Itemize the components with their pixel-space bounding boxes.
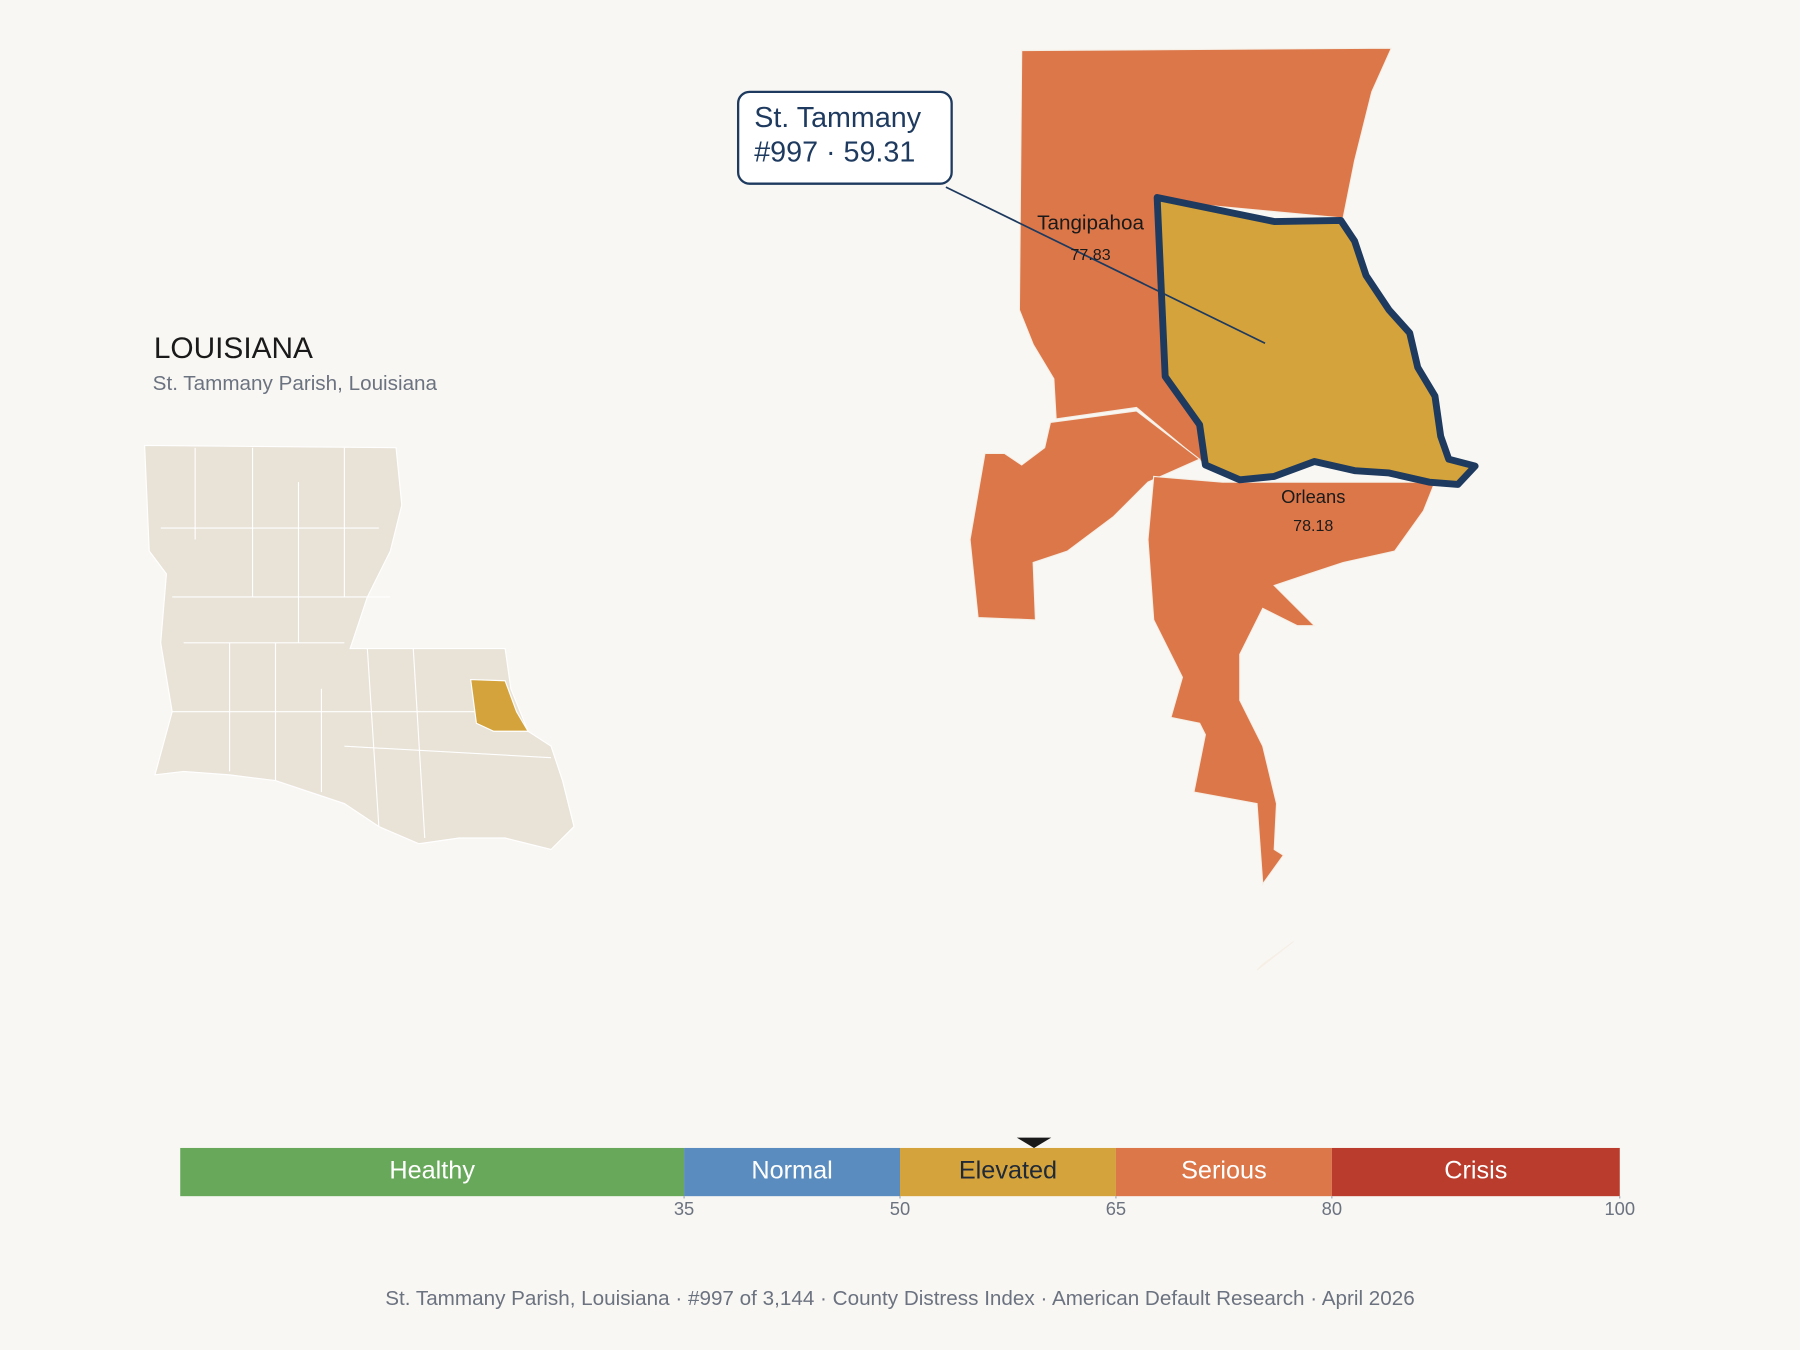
selected-parish bbox=[1153, 194, 1479, 488]
scale-band bbox=[684, 1147, 900, 1197]
leader-line bbox=[945, 186, 1266, 345]
neighbor-name: Orleans bbox=[1281, 486, 1345, 507]
band-label: Normal bbox=[751, 1157, 832, 1185]
scale-band bbox=[1331, 1147, 1620, 1197]
neighbor-name: Tangipahoa bbox=[1037, 211, 1144, 234]
selected-parish-mini bbox=[470, 678, 530, 732]
tick-label: 65 bbox=[1106, 1198, 1126, 1219]
subtitle: St. Tammany Parish, Louisiana bbox=[153, 372, 438, 395]
parish-shape bbox=[969, 410, 1201, 621]
scale-band bbox=[1115, 1147, 1332, 1197]
neighbor-labels: Tangipahoa 77.83 Orleans 78.18 bbox=[1037, 211, 1345, 535]
scale-band bbox=[180, 1147, 685, 1197]
callout-detail: #997 · 59.31 bbox=[754, 136, 915, 168]
parish-borders bbox=[160, 447, 552, 839]
footer: St. Tammany Parish, Louisiana · #997 of … bbox=[385, 1287, 1415, 1310]
title: LOUISIANA bbox=[154, 332, 313, 365]
scale-band bbox=[900, 1147, 1116, 1197]
neighbor-score: 77.83 bbox=[1070, 246, 1110, 264]
parish-shape bbox=[1147, 475, 1436, 886]
neighbor-parishes bbox=[969, 47, 1436, 971]
score-marker bbox=[1016, 1137, 1052, 1148]
island-shape bbox=[1256, 940, 1295, 971]
callout-box bbox=[736, 90, 953, 185]
band-label: Crisis bbox=[1444, 1157, 1507, 1185]
neighbor-score: 78.18 bbox=[1293, 517, 1333, 535]
callout-name: St. Tammany bbox=[754, 102, 922, 134]
scale: Healthy Normal Elevated Serious Crisis 35 50 65… bbox=[180, 1137, 1635, 1219]
band-label: Serious bbox=[1181, 1157, 1267, 1185]
tick-label: 100 bbox=[1604, 1198, 1635, 1219]
tick-label: 80 bbox=[1322, 1198, 1342, 1219]
band-label: Elevated bbox=[959, 1157, 1057, 1185]
band-label: Healthy bbox=[389, 1157, 475, 1185]
tick-label: 35 bbox=[674, 1198, 694, 1219]
tick-label: 50 bbox=[890, 1198, 910, 1219]
